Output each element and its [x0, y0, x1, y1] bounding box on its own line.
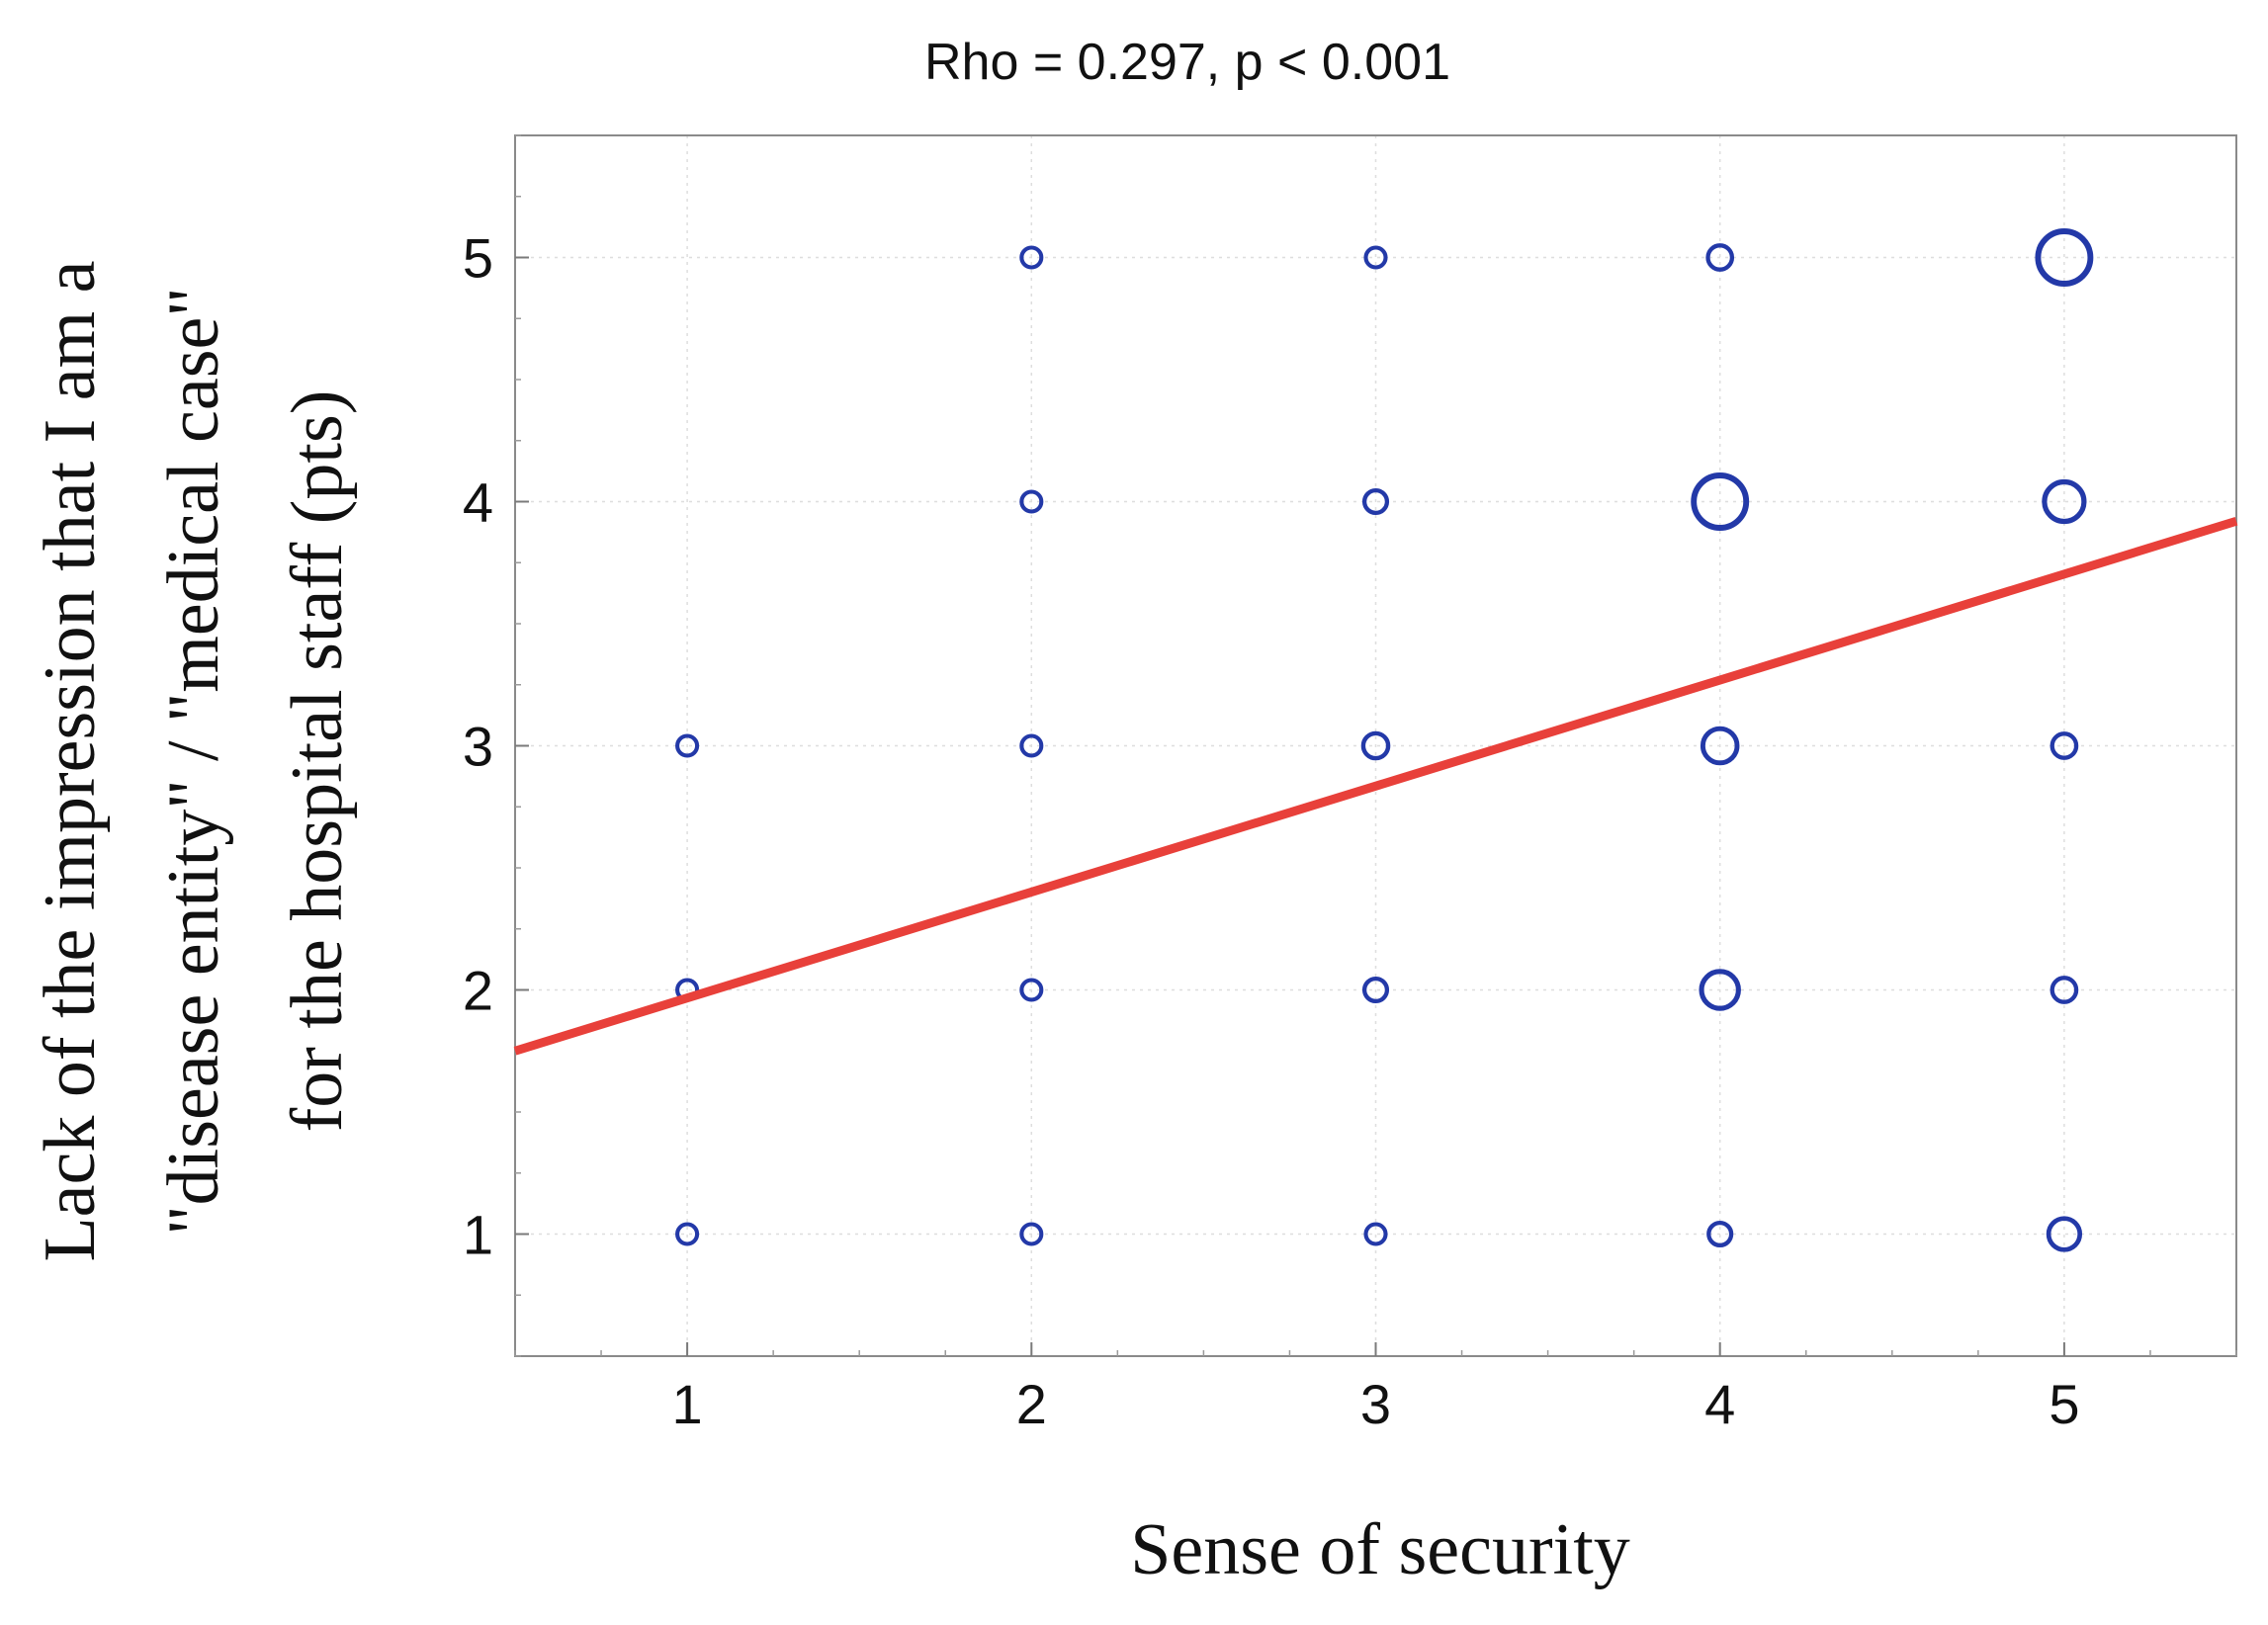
y-axis-label: Lack of the impression that I am a "dise… — [30, 260, 358, 1261]
data-point — [1019, 489, 1044, 514]
data-point — [2050, 976, 2079, 1004]
x-tick-label: 4 — [1704, 1373, 1735, 1435]
x-axis-label: Sense of security — [1130, 1509, 1630, 1590]
y-tick-label: 4 — [463, 471, 493, 534]
data-point — [1705, 243, 1735, 272]
data-point — [1019, 1222, 1044, 1246]
y-tick-label: 3 — [463, 716, 493, 778]
data-point — [675, 1222, 700, 1246]
data-point — [1361, 487, 1390, 516]
data-point — [1019, 733, 1044, 758]
y-axis-label-line-3: for the hospital staff (pts) — [277, 390, 358, 1133]
plot-area: 1 2 3 4 5 1 2 3 4 5 — [463, 134, 2238, 1435]
data-point — [2050, 731, 2079, 760]
x-tick-label: 3 — [1360, 1373, 1391, 1435]
y-tick-label: 2 — [463, 960, 493, 1022]
data-point — [1361, 976, 1390, 1004]
data-point — [1019, 978, 1044, 1002]
data-point — [1360, 730, 1391, 761]
data-point — [1691, 472, 1750, 531]
y-tick-label: 5 — [463, 227, 493, 290]
x-tick-label: 1 — [672, 1373, 703, 1435]
y-axis-label-line-2: "disease entity" / "medical case" — [153, 287, 234, 1235]
data-point — [2042, 478, 2087, 525]
data-point — [1699, 969, 1741, 1011]
y-axis-label-line-1: Lack of the impression that I am a — [30, 260, 111, 1261]
data-point — [2046, 1216, 2083, 1252]
data-point — [1700, 726, 1740, 766]
data-point — [1019, 245, 1044, 270]
data-point — [1363, 1222, 1388, 1246]
y-tick-label: 1 — [463, 1204, 493, 1266]
trend-line — [513, 516, 2238, 1056]
data-point — [2035, 228, 2094, 287]
data-point — [1363, 245, 1388, 270]
data-point — [1706, 1220, 1734, 1248]
x-tick-label: 2 — [1016, 1373, 1047, 1435]
data-point — [675, 733, 700, 758]
chart-title: Rho = 0.297, p < 0.001 — [924, 34, 1450, 91]
x-tick-label: 5 — [2049, 1373, 2079, 1435]
